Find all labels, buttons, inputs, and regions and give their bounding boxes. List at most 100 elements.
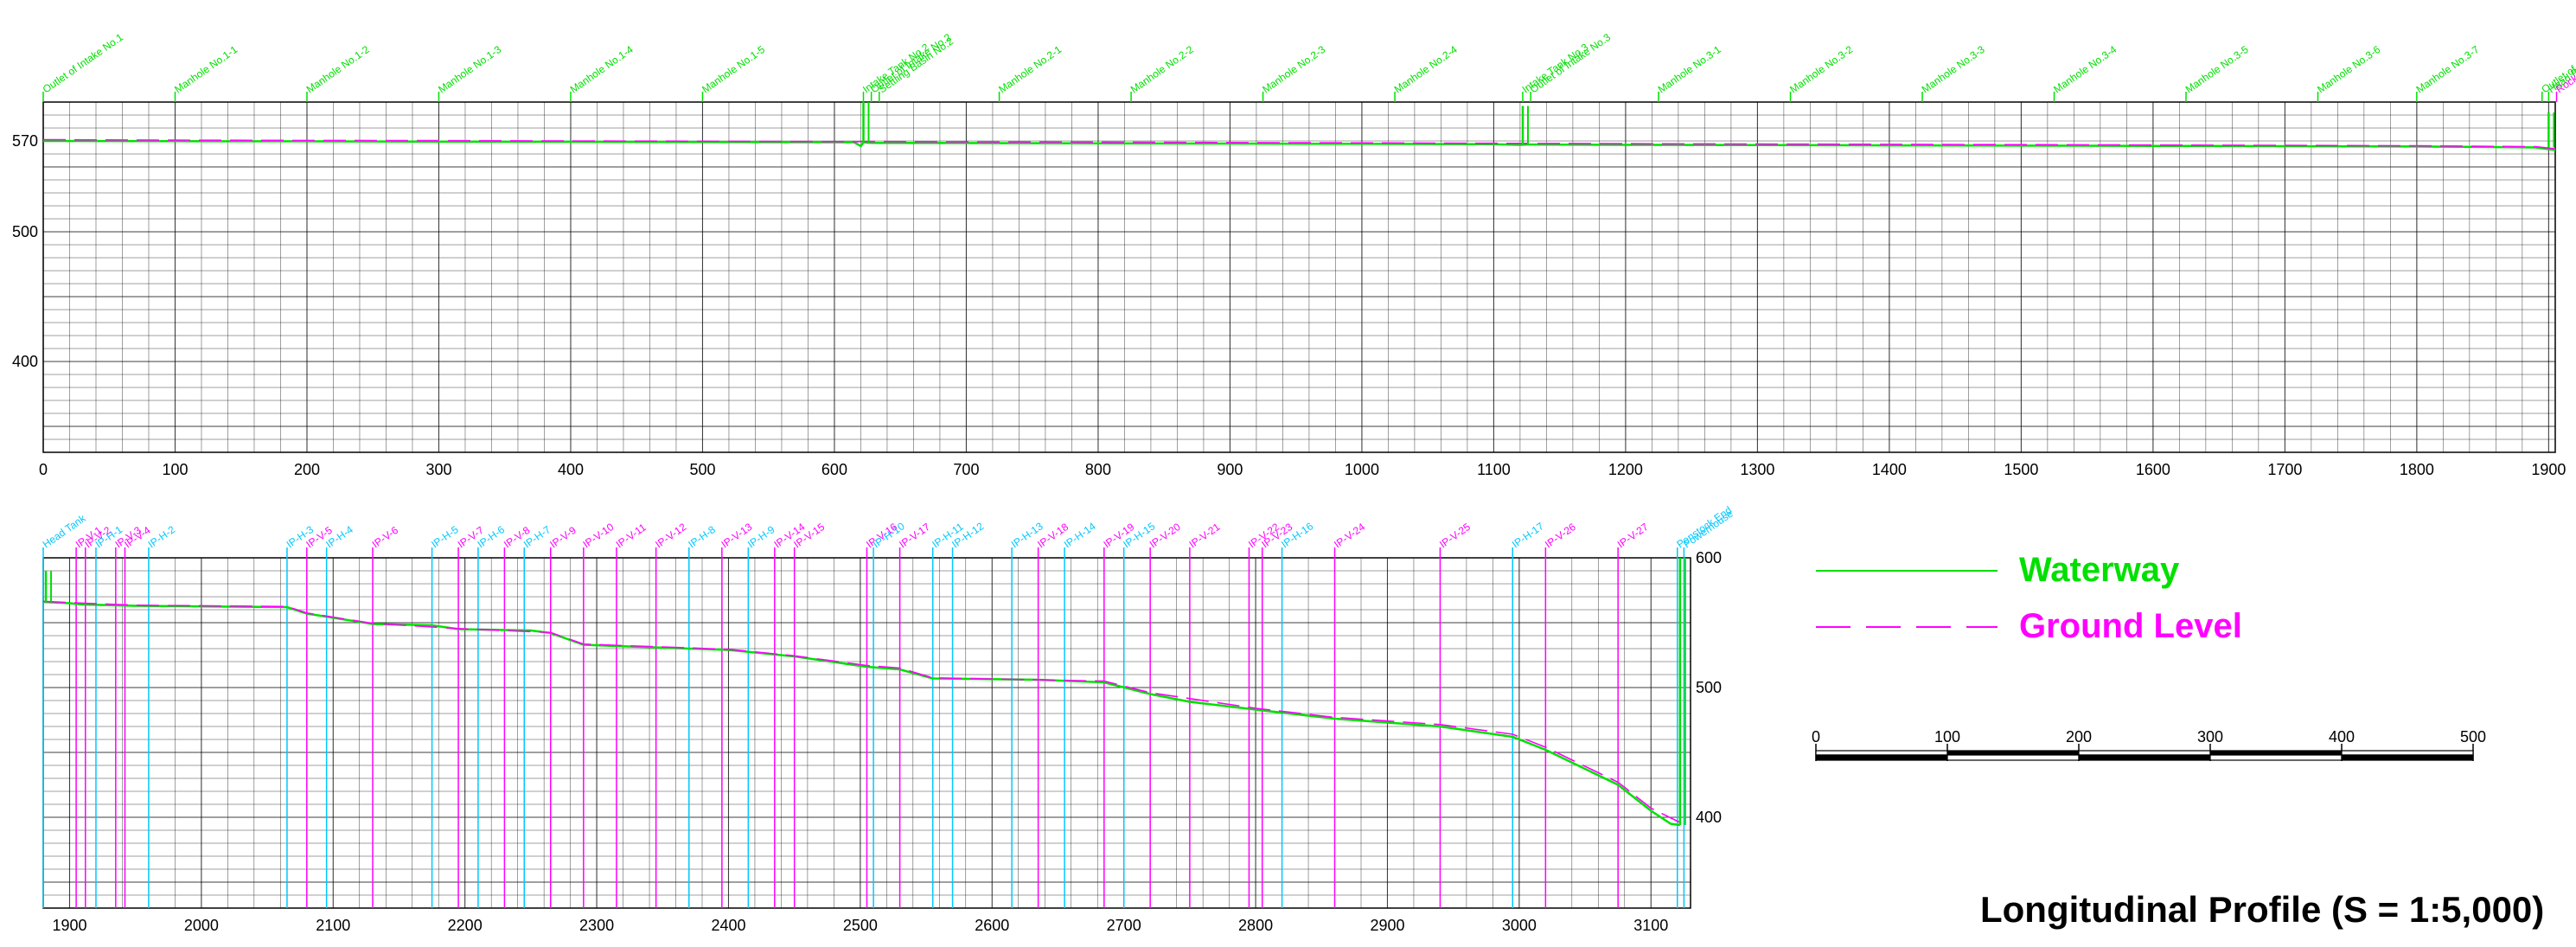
scale-bar-label: 100 xyxy=(1934,728,1960,745)
station-label: IP-H-5 xyxy=(429,523,461,551)
scale-bar-segment xyxy=(2078,754,2211,761)
station-label: Manhole No.1-5 xyxy=(700,43,767,96)
y-tick-label: 400 xyxy=(12,353,38,370)
lower-profile-panel: Head TankIP-V-1IP-V-2IP-H-1IP-V-3IP-V-4I… xyxy=(41,504,1735,934)
x-tick-label: 700 xyxy=(953,461,979,478)
x-tick-label: 1500 xyxy=(2004,461,2038,478)
x-tick-label: 500 xyxy=(689,461,715,478)
ground-level-line xyxy=(42,138,2556,150)
scale-bar-label: 500 xyxy=(2460,728,2486,745)
x-tick-label: 200 xyxy=(294,461,320,478)
scale-bar-segment xyxy=(2209,750,2343,756)
station-label: IP-V-27 xyxy=(1615,521,1651,551)
x-tick-label: 800 xyxy=(1085,461,1111,478)
x-tick-label: 1700 xyxy=(2267,461,2302,478)
x-tick-label: 600 xyxy=(821,461,847,478)
x-tick-label: 1000 xyxy=(1345,461,1379,478)
station-label: IP-V-21 xyxy=(1187,521,1223,551)
station-label: Manhole No.3-2 xyxy=(1787,43,1855,96)
scale-bar-segment xyxy=(2209,754,2343,761)
upper-axis-ticks: 0 100 200 300 400 500 600 700 800 900 1000 1100 1200… xyxy=(12,132,2566,478)
station-label: Powerhouse xyxy=(1681,508,1735,551)
station-label: Outlet of Intake No.3 xyxy=(1528,31,1613,96)
y-tick-label: 500 xyxy=(1696,679,1722,696)
lower-station-markers: Head TankIP-V-1IP-V-2IP-H-1IP-V-3IP-V-4I… xyxy=(41,504,1735,908)
x-tick-label: 3000 xyxy=(1502,917,1537,934)
y-tick-label: 500 xyxy=(12,223,38,240)
x-tick-label: 1900 xyxy=(2531,461,2566,478)
y-tick-label: 600 xyxy=(1696,549,1722,566)
station-label: Manhole No.1-4 xyxy=(568,43,636,96)
x-tick-label: 2500 xyxy=(843,917,878,934)
scale-bar-segment xyxy=(1815,754,1948,761)
station-label: IP-H-8 xyxy=(686,523,718,551)
station-label: IP-V-12 xyxy=(653,521,688,551)
upper-profile-panel: Outlet of Intake No.1 Manhole No.1-1 Manho… xyxy=(12,31,2576,478)
x-tick-label: 100 xyxy=(162,461,188,478)
station-label: IP-V-10 xyxy=(581,521,617,551)
station-label: IP-V-24 xyxy=(1332,521,1367,551)
x-tick-label: 2200 xyxy=(448,917,483,934)
x-tick-label: 2100 xyxy=(316,917,350,934)
legend xyxy=(1816,570,1998,628)
x-tick-label: 2000 xyxy=(184,917,219,934)
station-label: Manhole No.3-1 xyxy=(1656,43,1723,96)
scale-bar-label: 0 xyxy=(1812,728,1820,745)
scale-bar-segment xyxy=(1946,750,2080,756)
upper-grid xyxy=(42,101,2556,453)
plot-frame xyxy=(42,101,2556,453)
scale-bar-segment xyxy=(1815,750,1948,756)
station-label: Manhole No.2-2 xyxy=(1128,43,1196,96)
drawing-title: Longitudinal Profile (S = 1:5,000) xyxy=(1980,889,2545,930)
station-label: Manhole No.3-4 xyxy=(2051,43,2119,96)
station-label: Manhole No.3-5 xyxy=(2183,43,2251,96)
station-label: IP-V-25 xyxy=(1437,521,1473,551)
x-tick-label: 1400 xyxy=(1872,461,1907,478)
waterway-line xyxy=(42,139,2556,151)
ground-level-line xyxy=(42,600,1681,823)
x-tick-label: 400 xyxy=(558,461,584,478)
scale-bar-label: 400 xyxy=(2329,728,2355,745)
x-tick-label: 2400 xyxy=(711,917,745,934)
station-label: Manhole No.2-1 xyxy=(996,43,1064,96)
x-tick-label: 1300 xyxy=(1740,461,1774,478)
upper-series xyxy=(42,102,2556,151)
legend-waterway-label: Waterway xyxy=(2019,551,2180,589)
scale-bar-segment xyxy=(1946,754,2080,761)
scale-bar-segment xyxy=(2341,754,2474,761)
scale-bar-segment xyxy=(2078,750,2211,756)
legend-ground-label: Ground Level xyxy=(2019,607,2242,645)
x-tick-label: 1900 xyxy=(52,917,86,934)
x-tick-label: 1800 xyxy=(2400,461,2434,478)
upper-station-markers: Outlet of Intake No.1 Manhole No.1-1 Manho… xyxy=(41,31,2576,102)
x-tick-label: 1200 xyxy=(1608,461,1643,478)
station-label: Outlet of Intake No.1 xyxy=(41,31,125,96)
station-label: IP-V-6 xyxy=(370,524,401,551)
station-label: Manhole No.3-6 xyxy=(2315,43,2382,96)
y-tick-label: 570 xyxy=(12,132,38,150)
station-label: Manhole No.3-7 xyxy=(2414,43,2482,96)
x-tick-label: 2600 xyxy=(975,917,1009,934)
station-label: Manhole No.2-3 xyxy=(1260,43,1327,96)
y-tick-label: 400 xyxy=(1696,809,1722,826)
station-label: IP-H-17 xyxy=(1510,520,1546,550)
scale-bar-label: 200 xyxy=(2066,728,2092,745)
station-label: Manhole No.1-3 xyxy=(436,43,503,96)
x-tick-label: 0 xyxy=(39,461,48,478)
lower-axis-ticks: 1900 2000 2100 2200 2300 2400 2500 2600 2700 2800… xyxy=(52,549,1722,934)
x-tick-label: 1600 xyxy=(2136,461,2170,478)
station-label: IP-V-26 xyxy=(1543,521,1578,551)
x-tick-label: 3100 xyxy=(1633,917,1668,934)
x-tick-label: 2800 xyxy=(1238,917,1273,934)
lower-series xyxy=(42,558,1686,827)
station-label: Manhole No.3-3 xyxy=(1920,43,1987,96)
x-tick-label: 2900 xyxy=(1370,917,1404,934)
x-tick-label: 900 xyxy=(1217,461,1243,478)
scale-bar: 0 100 200 300 400 500 xyxy=(1812,728,2486,761)
x-tick-label: 1100 xyxy=(1477,461,1511,478)
station-label: IP-H-14 xyxy=(1062,520,1098,550)
scale-bar-label: 300 xyxy=(2197,728,2223,745)
station-label: IP-V-11 xyxy=(614,521,649,550)
x-tick-label: 2700 xyxy=(1107,917,1141,934)
